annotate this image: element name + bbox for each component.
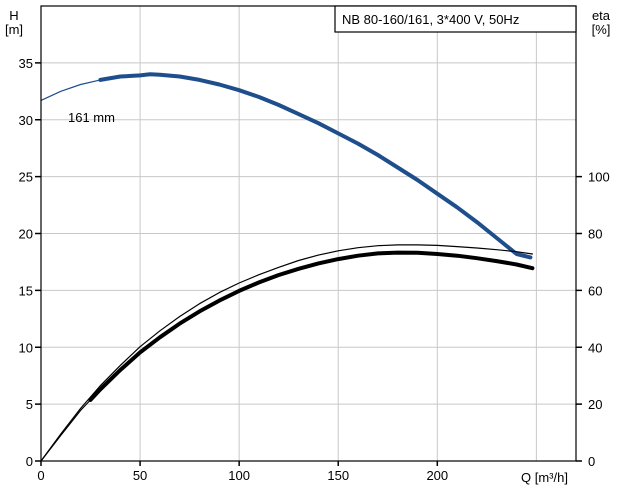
series-line-2 [40, 252, 533, 462]
x-tick-label: 0 [37, 468, 44, 483]
y-right-label-unit: [%] [592, 22, 611, 37]
axis-ticks [35, 62, 582, 466]
y-left-tick-label: 20 [19, 227, 33, 242]
annotation-161mm: 161 mm [68, 110, 115, 125]
y-left-tick-label: 35 [19, 56, 33, 71]
y-left-tick-label: 25 [19, 170, 33, 185]
y-left-label-name: H [9, 8, 18, 23]
y-right-tick-label: 40 [588, 340, 602, 355]
y-left-tick-label: 10 [19, 340, 33, 355]
series-line-0-operating-range [98, 72, 533, 260]
y-right-tick-label: 100 [588, 170, 610, 185]
curves [40, 72, 535, 462]
y-left-label-unit: [m] [5, 22, 23, 37]
series-line-0 [40, 73, 531, 258]
y-left-tick-label: 15 [19, 283, 33, 298]
series-line-2-operating-range [88, 250, 535, 402]
series-line-1 [40, 244, 533, 462]
y-left-tick-label: 5 [26, 397, 33, 412]
title-box [334, 5, 577, 33]
x-tick-label: 200 [426, 468, 448, 483]
y-right-tick-label: 0 [588, 454, 595, 469]
y-left-tick-label: 0 [26, 454, 33, 469]
x-tick-label: 100 [228, 468, 250, 483]
chart-title: NB 80-160/161, 3*400 V, 50Hz [342, 12, 519, 27]
y-right-tick-label: 60 [588, 283, 602, 298]
y-right-tick-label: 20 [588, 397, 602, 412]
x-tick-label: 150 [327, 468, 349, 483]
grid-lines [41, 6, 576, 461]
y-right-label-name: eta [592, 8, 611, 23]
x-axis-label: Q [m³/h] [521, 470, 568, 485]
x-tick-label: 50 [133, 468, 147, 483]
y-left-tick-label: 30 [19, 113, 33, 128]
y-right-tick-label: 80 [588, 227, 602, 242]
